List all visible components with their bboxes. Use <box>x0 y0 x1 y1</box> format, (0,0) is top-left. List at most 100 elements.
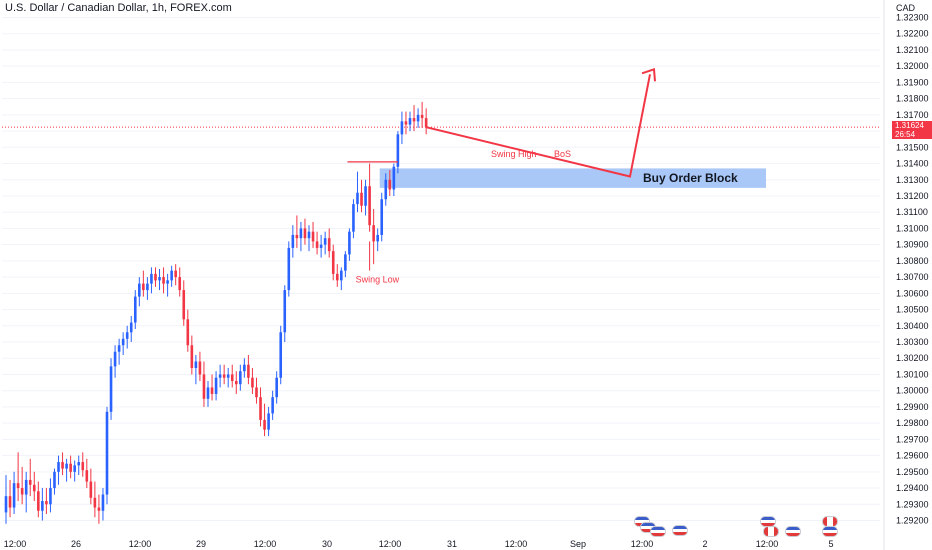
time-tick-label: 5 <box>828 539 833 549</box>
price-tick-label: 1.30500 <box>896 305 929 315</box>
us-flag-event-icon[interactable] <box>650 526 666 537</box>
candle-down <box>85 470 89 482</box>
order-block-label: Buy Order Block <box>643 171 738 185</box>
candle-down <box>311 231 315 242</box>
candle-up <box>194 361 198 368</box>
time-tick-label: Sep <box>570 539 586 549</box>
us-flag-event-icon[interactable] <box>672 525 688 536</box>
candle-up <box>170 270 173 281</box>
candle-up <box>206 387 210 399</box>
price-tick-label: 1.31100 <box>896 207 928 217</box>
candle-down <box>251 377 254 388</box>
candle-down <box>202 374 206 399</box>
candle-up <box>400 121 404 135</box>
candle-down <box>368 186 371 226</box>
candle-down <box>174 270 177 278</box>
candle-up <box>133 296 137 323</box>
candle-down <box>61 462 64 469</box>
candle-up <box>138 283 141 297</box>
candle-up <box>416 114 420 122</box>
candle-down <box>259 397 262 420</box>
price-tick-label: 1.30700 <box>896 272 929 282</box>
candle-up <box>24 479 28 495</box>
candle-up <box>12 483 16 508</box>
candle-down <box>154 273 157 281</box>
swing-low-label: Swing Low <box>356 275 400 285</box>
candle-down <box>295 234 299 239</box>
time-tick-label: 2 <box>702 539 707 549</box>
time-axis[interactable]: 12:00 26 12:00 29 12:00 30 12:00 31 12:00 Sep 12:0… <box>4 539 834 549</box>
price-tick-label: 1.30900 <box>896 240 929 250</box>
time-tick-label: 12:00 <box>756 539 779 549</box>
candle-down <box>303 228 307 239</box>
candle-up <box>287 247 291 291</box>
candle-up <box>299 228 303 239</box>
price-tick-label: 1.30600 <box>896 288 929 298</box>
candle-up <box>150 273 153 284</box>
candle-down <box>97 507 101 511</box>
price-tick-label: 1.29200 <box>896 516 929 526</box>
price-tick-label: 1.31200 <box>896 191 929 201</box>
candle-up <box>384 179 388 200</box>
projection-arrow-path <box>425 74 651 178</box>
candle-down <box>190 345 194 368</box>
candle-up <box>380 199 384 235</box>
price-tick-label: 1.30800 <box>896 256 929 266</box>
candle-up <box>283 290 287 333</box>
candle-up <box>226 374 230 378</box>
candle-down <box>182 290 186 320</box>
bar-countdown: 26:54 <box>895 130 916 139</box>
candle-down <box>37 491 40 511</box>
price-tick-label: 1.32100 <box>896 45 929 55</box>
candle-up <box>340 270 343 281</box>
bos-label: BoS <box>554 149 571 159</box>
candle-down <box>247 364 250 378</box>
price-tick-label: 1.30000 <box>896 386 929 396</box>
time-tick-label: 12:00 <box>129 539 152 549</box>
price-tick-label: 1.30300 <box>896 337 929 347</box>
currency-label: CAD <box>896 3 916 13</box>
time-tick-label: 31 <box>447 539 457 549</box>
current-price-badge: 1.31624 26:54 <box>892 121 932 139</box>
time-tick-label: 12:00 <box>631 539 654 549</box>
price-tick-label: 1.32200 <box>896 29 929 39</box>
annotations-layer: Swing High BoS Swing Low Buy Order Block <box>347 67 738 285</box>
candle-up <box>376 234 379 242</box>
candle-up <box>73 465 76 472</box>
candle-up <box>364 186 367 206</box>
buy-order-block-zone <box>379 168 766 188</box>
candle-up <box>348 231 351 255</box>
candle-down <box>142 283 145 291</box>
candle-up <box>214 377 218 394</box>
candle-up <box>352 204 355 232</box>
candle-down <box>263 419 266 430</box>
candle-down <box>69 463 72 472</box>
candle-up <box>57 462 60 472</box>
candle-up <box>396 134 400 167</box>
candle-down <box>412 118 416 122</box>
us-flag-event-icon[interactable] <box>822 526 838 537</box>
price-tick-label: 1.32300 <box>896 13 929 23</box>
time-tick-label: 29 <box>196 539 206 549</box>
candle-up <box>267 413 270 430</box>
candle-down <box>186 319 190 346</box>
price-axis[interactable]: 1.32300 1.32200 1.32100 1.32000 1.31900 1.318… <box>883 0 929 550</box>
price-tick-label: 1.31500 <box>896 142 929 152</box>
price-tick-label: 1.32000 <box>896 61 929 71</box>
price-tick-label: 1.29700 <box>896 434 929 444</box>
candle-up <box>158 277 161 281</box>
chart-title: U.S. Dollar / Canadian Dollar, 1h, FOREX… <box>5 2 232 14</box>
ca-flag-event-icon[interactable] <box>763 526 779 537</box>
time-tick-label: 12:00 <box>254 539 277 549</box>
candle-up <box>323 238 327 245</box>
candle-up <box>117 345 121 352</box>
candle-up <box>125 332 129 339</box>
candle-up <box>4 496 8 513</box>
price-tick-label: 1.29400 <box>896 483 929 493</box>
candlestick-series <box>4 101 428 524</box>
price-tick-label: 1.29600 <box>896 451 929 461</box>
candle-up <box>218 374 222 378</box>
us-flag-event-icon[interactable] <box>785 526 801 537</box>
candle-up <box>319 244 323 248</box>
